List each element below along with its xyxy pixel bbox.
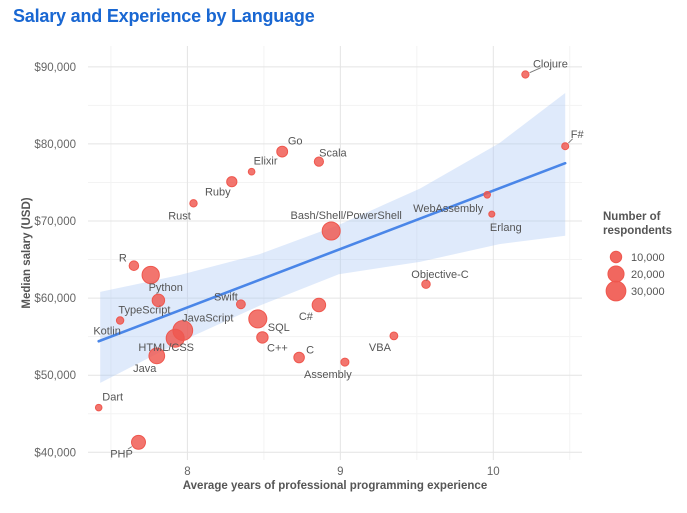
point-label-c: C#: [299, 311, 314, 323]
y-tick-label: $50,000: [34, 370, 76, 382]
data-point-ruby: [226, 176, 238, 188]
point-label-c: C: [306, 345, 314, 357]
x-tick-label: 8: [184, 466, 190, 478]
legend-item-label: 10,000: [631, 252, 665, 264]
y-tick-label: $90,000: [34, 62, 76, 74]
point-label-elixir: Elixir: [254, 156, 278, 168]
point-label-sql: SQL: [268, 322, 290, 334]
data-point-c: [311, 297, 327, 313]
data-point-kotlin: [115, 316, 125, 325]
data-point-assembly: [340, 357, 350, 367]
data-point-elixir: [247, 167, 256, 176]
point-label-bash-shell-powershell: Bash/Shell/PowerShell: [291, 210, 402, 222]
point-label-erlang: Erlang: [490, 222, 522, 234]
chart-title: Salary and Experience by Language: [13, 6, 315, 26]
data-point-dart: [94, 403, 103, 412]
data-point-html-css: [165, 328, 185, 348]
data-point-bash-shell-powershell: [321, 221, 341, 241]
data-point-c: [293, 351, 305, 364]
data-point-vba: [389, 331, 399, 341]
point-label-r: R: [119, 253, 127, 265]
data-point-java: [148, 347, 166, 365]
data-point-scala: [313, 156, 324, 167]
point-label-python: Python: [149, 282, 183, 294]
leader-line-php: [127, 446, 133, 450]
data-point-rust: [189, 199, 198, 208]
legend-item-label: 30,000: [631, 286, 665, 298]
y-tick-label: $60,000: [34, 293, 76, 305]
y-tick-label: $80,000: [34, 139, 76, 151]
point-label-ruby: Ruby: [205, 187, 231, 199]
data-point-webassembly: [483, 191, 491, 199]
point-label-objective-c: Objective-C: [411, 269, 469, 281]
point-label-kotlin: Kotlin: [93, 326, 121, 338]
point-label-c: C++: [267, 342, 288, 354]
legend-bubble-20-000: [607, 265, 625, 283]
x-tick-label: 10: [487, 466, 500, 478]
data-point-typescript: [151, 293, 166, 308]
data-point-swift: [235, 299, 246, 310]
data-point-clojure: [521, 70, 530, 79]
data-point-f: [561, 142, 570, 151]
leader-line-f: [568, 138, 573, 144]
y-tick-label: $70,000: [34, 216, 76, 228]
data-point-c: [256, 331, 269, 344]
point-label-clojure: Clojure: [533, 59, 568, 71]
point-label-scala: Scala: [319, 148, 347, 160]
legend-bubble-30-000: [605, 280, 627, 302]
point-label-f: F#: [571, 129, 585, 141]
data-point-r: [128, 260, 140, 271]
x-axis-title: Average years of professional programmin…: [182, 480, 488, 492]
y-tick-label: $40,000: [34, 447, 76, 459]
data-point-sql: [248, 309, 268, 329]
point-label-assembly: Assembly: [304, 369, 352, 381]
data-point-php: [131, 434, 146, 450]
legend-item-label: 20,000: [631, 269, 665, 281]
point-label-php: PHP: [110, 448, 133, 460]
data-point-go: [276, 145, 289, 158]
point-label-swift: Swift: [214, 291, 238, 303]
data-point-erlang: [488, 210, 496, 218]
leader-line-clojure: [529, 67, 542, 74]
legend-title: Number of respondents: [603, 211, 673, 238]
data-point-objective-c: [421, 279, 431, 289]
point-label-vba: VBA: [369, 342, 392, 354]
point-label-rust: Rust: [168, 210, 191, 222]
point-label-typescript: TypeScript: [118, 304, 170, 316]
point-label-webassembly: WebAssembly: [413, 203, 484, 215]
x-tick-label: 9: [337, 466, 343, 478]
point-label-dart: Dart: [102, 392, 123, 404]
point-label-html-css: HTML/CSS: [138, 342, 194, 354]
point-label-javascript: JavaScript: [182, 313, 233, 325]
data-point-python: [141, 265, 160, 285]
point-label-go: Go: [288, 136, 303, 148]
point-label-java: Java: [133, 363, 157, 375]
legend-bubble-10-000: [609, 250, 623, 264]
